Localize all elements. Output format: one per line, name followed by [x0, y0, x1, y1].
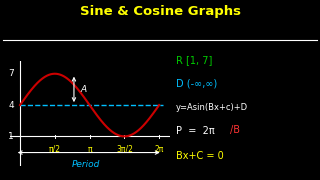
Text: Bx+C = 0: Bx+C = 0 — [176, 151, 224, 161]
Text: π: π — [87, 145, 92, 154]
Text: 7: 7 — [8, 69, 14, 78]
Text: A: A — [81, 85, 87, 94]
Text: Sine & Cosine Graphs: Sine & Cosine Graphs — [79, 5, 241, 18]
Text: π/2: π/2 — [49, 145, 61, 154]
Text: P  =  2π: P = 2π — [176, 125, 215, 136]
Text: Period: Period — [72, 160, 100, 169]
Text: D (-∞,∞): D (-∞,∞) — [176, 79, 217, 89]
Text: 2π: 2π — [155, 145, 164, 154]
Text: /B: /B — [230, 125, 240, 136]
Text: y=Asin(Bx+c)+D: y=Asin(Bx+c)+D — [176, 103, 248, 112]
Text: R [1, 7]: R [1, 7] — [176, 55, 212, 65]
Text: 4: 4 — [8, 101, 14, 110]
Text: 3π/2: 3π/2 — [116, 145, 133, 154]
Text: 1: 1 — [8, 132, 14, 141]
